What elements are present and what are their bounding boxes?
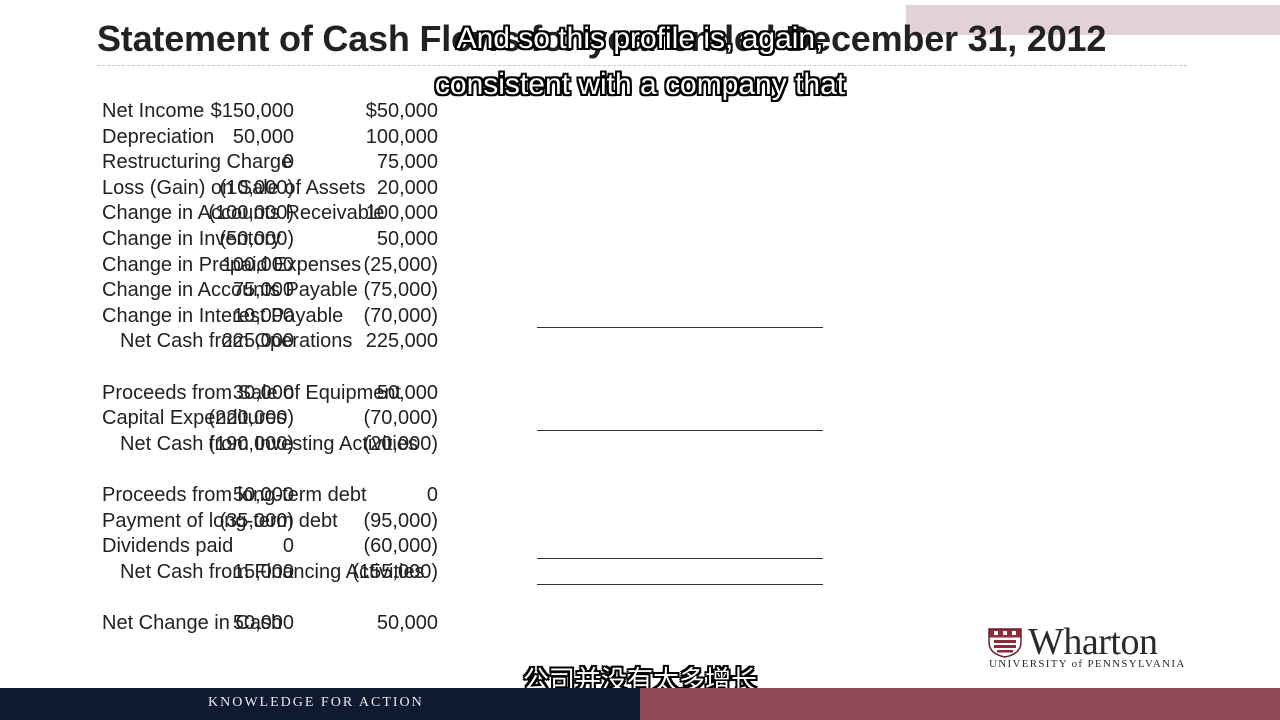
footer-tagline: KNOWLEDGE FOR ACTION — [208, 695, 424, 710]
value-col1: 15,000 — [232, 561, 294, 583]
subtotal-row: Net Cash from Investing Activities (190,0… — [0, 431, 900, 457]
value-col2: $50,000 — [365, 100, 438, 122]
value-col1: 100,000 — [221, 254, 294, 276]
total-rule — [537, 584, 823, 585]
value-col1: (35,000) — [219, 510, 295, 532]
value-col2: 50,000 — [376, 382, 438, 404]
subtotal-rule — [537, 327, 823, 328]
row-label: Change in Accounts Payable — [102, 279, 358, 301]
table-row: Capital Expenditures (220,000) (70,000) — [0, 405, 900, 431]
row-label: Net Cash from Investing Activities — [120, 433, 418, 455]
value-col2: (95,000) — [363, 510, 439, 532]
row-label: Net Cash from Operations — [120, 330, 353, 352]
value-col2: (70,000) — [363, 305, 439, 327]
subtotal-rule — [537, 430, 823, 431]
table-row: Change in Interest Payable 10,000 (70,000) — [0, 303, 900, 329]
value-col1: (190,000) — [208, 433, 294, 455]
value-col1: 0 — [282, 535, 294, 557]
row-label: Change in Prepaid Expenses — [102, 254, 362, 276]
table-row: Dividends paid 0 (60,000) — [0, 533, 900, 559]
value-col1: 0 — [282, 151, 294, 173]
value-col1: 10,000 — [232, 305, 294, 327]
penn-crest-icon — [988, 628, 1022, 658]
value-col1: 50,000 — [232, 484, 294, 506]
value-col1: (220,000) — [208, 407, 294, 429]
value-col2: (75,000) — [363, 279, 439, 301]
total-row: Net Change in Cash 50,000 50,000 — [0, 610, 900, 636]
row-label: Net Change in Cash — [102, 612, 283, 634]
subtitle-line-2: consistent with a company that — [434, 68, 846, 101]
row-label: Dividends paid — [102, 535, 234, 557]
value-col2: 0 — [426, 484, 438, 506]
wharton-logo: Wharton UNIVERSITY of PENNSYLVANIA — [988, 621, 1198, 672]
value-col2: 75,000 — [376, 151, 438, 173]
value-col2: 50,000 — [376, 612, 438, 634]
value-col1: 50,000 — [232, 126, 294, 148]
value-col1: 75,000 — [232, 279, 294, 301]
value-col2: 225,000 — [365, 330, 438, 352]
value-col2: (155,000) — [352, 561, 438, 583]
value-col2: (25,000) — [363, 254, 439, 276]
value-col2: (70,000) — [363, 407, 439, 429]
row-label: Net Income — [102, 100, 205, 122]
row-label: Proceeds from Sale of Equipment — [102, 382, 402, 404]
value-col2: 50,000 — [376, 228, 438, 250]
value-col2: (60,000) — [363, 535, 439, 557]
slide-title: Statement of Cash Flows for year ended D… — [97, 18, 1107, 59]
table-row: Loss (Gain) on Sale of Assets (10,000) 20,… — [0, 175, 900, 201]
value-col2: (20,000) — [363, 433, 439, 455]
value-col1: 30,000 — [232, 382, 294, 404]
row-label: Restructuring Charge — [102, 151, 293, 173]
value-col1: (100,000) — [208, 202, 294, 224]
value-col1: 50,000 — [232, 612, 294, 634]
table-row: Proceeds from long-term debt 50,000 0 — [0, 482, 900, 508]
logo-university-line: UNIVERSITY of PENNSYLVANIA — [989, 658, 1186, 670]
row-label: Payment of long-term debt — [102, 510, 338, 532]
table-row: Change in Accounts Payable 75,000 (75,000) — [0, 277, 900, 303]
value-col2: 20,000 — [376, 177, 438, 199]
value-col1: 225,000 — [221, 330, 294, 352]
table-row: Restructuring Charge 0 75,000 — [0, 149, 900, 175]
value-col1: (10,000) — [219, 177, 295, 199]
value-col1: (50,000) — [219, 228, 295, 250]
row-label: Change in Inventory — [102, 228, 282, 250]
row-label: Proceeds from long-term debt — [102, 484, 367, 506]
table-row: Change in Accounts Receivable (100,000) 10… — [0, 200, 900, 226]
footer-bar-left: KNOWLEDGE FOR ACTION — [0, 688, 640, 720]
row-label: Depreciation — [102, 126, 215, 148]
logo-wordmark: Wharton — [1028, 621, 1158, 663]
subtitle-line-1: And so this profile is, again, — [456, 22, 824, 55]
subtotal-rule — [537, 558, 823, 559]
subtotal-row: Net Cash from Operations 225,000 225,000 — [0, 328, 900, 354]
footer-bar-right — [640, 688, 1280, 720]
header-overlay-box — [906, 5, 1280, 35]
table-row: Depreciation 50,000 100,000 — [0, 124, 900, 150]
row-label: Capital Expenditures — [102, 407, 287, 429]
row-label: Loss (Gain) on Sale of Assets — [102, 177, 366, 199]
row-label: Net Cash from Financing Activities — [120, 561, 425, 583]
table-row: Proceeds from Sale of Equipment 30,000 50,… — [0, 380, 900, 406]
row-label: Change in Accounts Receivable — [102, 202, 385, 224]
table-row: Net Income $150,000 $50,000 — [0, 98, 900, 124]
value-col2: 100,000 — [365, 202, 438, 224]
table-row: Change in Inventory (50,000) 50,000 — [0, 226, 900, 252]
title-divider — [97, 65, 1187, 67]
value-col1: $150,000 — [210, 100, 294, 122]
table-row: Payment of long-term debt (35,000) (95,000… — [0, 508, 900, 534]
row-label: Change in Interest Payable — [102, 305, 344, 327]
value-col2: 100,000 — [365, 126, 438, 148]
table-row: Change in Prepaid Expenses 100,000 (25,000… — [0, 252, 900, 278]
subtotal-row: Net Cash from Financing Activities 15,000… — [0, 559, 900, 585]
